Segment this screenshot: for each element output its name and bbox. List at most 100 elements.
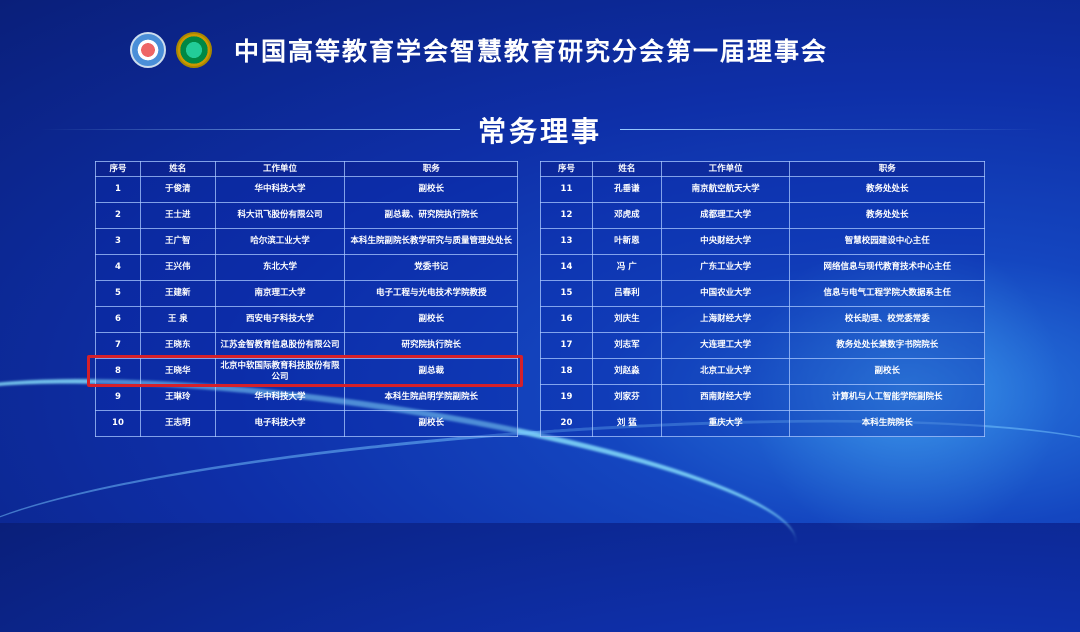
- table-row: 4 王兴伟 东北大学 党委书记: [95, 254, 518, 281]
- cell-serial: 9: [95, 384, 141, 411]
- section-title: 常务理事: [477, 115, 602, 148]
- column-header-serial: 序号: [540, 161, 593, 177]
- cell-organization: 哈尔滨工业大学: [214, 228, 346, 255]
- cell-position: 网络信息与现代教育技术中心主任: [789, 254, 985, 281]
- cell-position: 电子工程与光电技术学院教授: [344, 280, 518, 307]
- cell-serial: 18: [540, 358, 593, 385]
- cell-name: 叶新恩: [591, 228, 662, 255]
- column-header-organization: 工作单位: [214, 161, 346, 177]
- cell-name: 王晓华: [139, 358, 216, 385]
- table-row: 1 于俊清 华中科技大学 副校长: [95, 176, 518, 203]
- table-row: 10 王志明 电子科技大学 副校长: [95, 410, 518, 437]
- table-row: 19 刘家芬 西南财经大学 计算机与人工智能学院副院长: [540, 384, 985, 411]
- cell-name: 吕春利: [591, 280, 662, 307]
- cell-serial: 4: [95, 254, 141, 281]
- cell-position: 副总裁: [344, 358, 518, 385]
- column-header-serial: 序号: [95, 161, 141, 177]
- cell-organization: 成都理工大学: [660, 202, 791, 229]
- cell-organization: 西安电子科技大学: [214, 306, 346, 333]
- cell-position: 党委书记: [344, 254, 518, 281]
- cell-organization: 东北大学: [214, 254, 346, 281]
- cell-organization: 重庆大学: [660, 410, 791, 437]
- cell-position: 信息与电气工程学院大数据系主任: [789, 280, 985, 307]
- cell-serial: 11: [540, 176, 593, 203]
- table-row: 2 王士进 科大讯飞股份有限公司 副总裁、研究院执行院长: [95, 202, 518, 229]
- cell-position: 智慧校园建设中心主任: [789, 228, 985, 255]
- cell-position: 本科生院副院长教学研究与质量管理处处长: [344, 228, 518, 255]
- table-row: 20 刘 猛重庆大学 本科生院院长: [540, 410, 985, 437]
- cell-organization: 广东工业大学: [660, 254, 791, 281]
- cell-position: 副校长: [789, 358, 985, 385]
- cell-position: 校长助理、校党委常委: [789, 306, 985, 333]
- column-header-position: 职务: [344, 161, 518, 177]
- page-title: 中国高等教育学会智慧教育研究分会第一届理事会: [234, 37, 829, 66]
- cell-name: 王广智: [139, 228, 216, 255]
- cell-serial: 16: [540, 306, 593, 333]
- cell-organization: 大连理工大学: [660, 332, 791, 359]
- cell-position: 副校长: [344, 306, 518, 333]
- members-table-right: 序号 姓名 工作单位 职务 11 孔垂谦 南京航空航天大学 教务处处长 12 邓虎成 成都理工大学教…: [540, 161, 985, 437]
- cell-serial: 10: [95, 410, 141, 437]
- cell-organization: 南京理工大学: [214, 280, 346, 307]
- cell-organization: 中国农业大学: [660, 280, 791, 307]
- table-row: 14 冯 广广东工业大学 网络信息与现代教育技术中心主任: [540, 254, 985, 281]
- cell-organization: 华中科技大学: [214, 176, 346, 203]
- cell-name: 于俊清: [139, 176, 216, 203]
- cell-organization: 电子科技大学: [214, 410, 346, 437]
- cell-serial: 1: [95, 176, 141, 203]
- table-row: 15 吕春利 中国农业大学 信息与电气工程学院大数据系主任: [540, 280, 985, 307]
- cell-name: 王士进: [139, 202, 216, 229]
- cell-organization: 北京工业大学: [660, 358, 791, 385]
- cell-serial: 20: [540, 410, 593, 437]
- highlight-box: [87, 355, 523, 387]
- cell-position: 副校长: [344, 410, 518, 437]
- cell-name: 王志明: [139, 410, 216, 437]
- table-row: 7 王晓东 江苏金智教育信息股份有限公司 研究院执行院长: [95, 332, 518, 359]
- cell-position: 副总裁、研究院执行院长: [344, 202, 518, 229]
- society-logo-icon: [130, 32, 166, 68]
- university-logo-icon: [176, 32, 212, 68]
- cell-position: 副校长: [344, 176, 518, 203]
- cell-name: 王琳玲: [139, 384, 216, 411]
- table-row: 18 刘赵淼 北京工业大学 副校长: [540, 358, 985, 385]
- cell-serial: 7: [95, 332, 141, 359]
- cell-serial: 6: [95, 306, 141, 333]
- cell-serial: 14: [540, 254, 593, 281]
- cell-position: 计算机与人工智能学院副院长: [789, 384, 985, 411]
- cell-name: 邓虎成: [591, 202, 662, 229]
- cell-name: 刘庆生: [591, 306, 662, 333]
- cell-name: 刘 猛: [591, 410, 662, 437]
- cell-organization: 上海财经大学: [660, 306, 791, 333]
- cell-name: 刘赵淼: [591, 358, 662, 385]
- table-row: 13 叶新恩 中央财经大学 智慧校园建设中心主任: [540, 228, 985, 255]
- cell-serial: 19: [540, 384, 593, 411]
- cell-serial: 13: [540, 228, 593, 255]
- cell-organization: 中央财经大学: [660, 228, 791, 255]
- table-row: 12 邓虎成 成都理工大学 教务处处长: [540, 202, 985, 229]
- cell-serial: 15: [540, 280, 593, 307]
- divider: [40, 129, 460, 130]
- cell-serial: 2: [95, 202, 141, 229]
- table-row: 17 刘志军 大连理工大学 教务处处长兼数字书院院长: [540, 332, 985, 359]
- cell-organization: 西南财经大学: [660, 384, 791, 411]
- table-row: 5 王建新 南京理工大学 电子工程与光电技术学院教授: [95, 280, 518, 307]
- cell-organization: 南京航空航天大学: [660, 176, 791, 203]
- cell-position: 本科生院院长: [789, 410, 985, 437]
- cell-name: 王 泉: [139, 306, 216, 333]
- cell-name: 刘志军: [591, 332, 662, 359]
- table-row: 9 王琳玲 华中科技大学 本科生院启明学院副院长: [95, 384, 518, 411]
- cell-position: 教务处处长: [789, 176, 985, 203]
- cell-serial: 12: [540, 202, 593, 229]
- cell-organization: 华中科技大学: [214, 384, 346, 411]
- cell-organization: 江苏金智教育信息股份有限公司: [214, 332, 346, 359]
- cell-serial: 3: [95, 228, 141, 255]
- cell-position: 教务处处长: [789, 202, 985, 229]
- table-row: 16 刘庆生 上海财经大学 校长助理、校党委常委: [540, 306, 985, 333]
- cell-position: 教务处处长兼数字书院院长: [789, 332, 985, 359]
- cell-serial: 17: [540, 332, 593, 359]
- cell-name: 孔垂谦: [591, 176, 662, 203]
- table-row: 11 孔垂谦 南京航空航天大学 教务处处长: [540, 176, 985, 203]
- cell-name: 王晓东: [139, 332, 216, 359]
- cell-organization: 科大讯飞股份有限公司: [214, 202, 346, 229]
